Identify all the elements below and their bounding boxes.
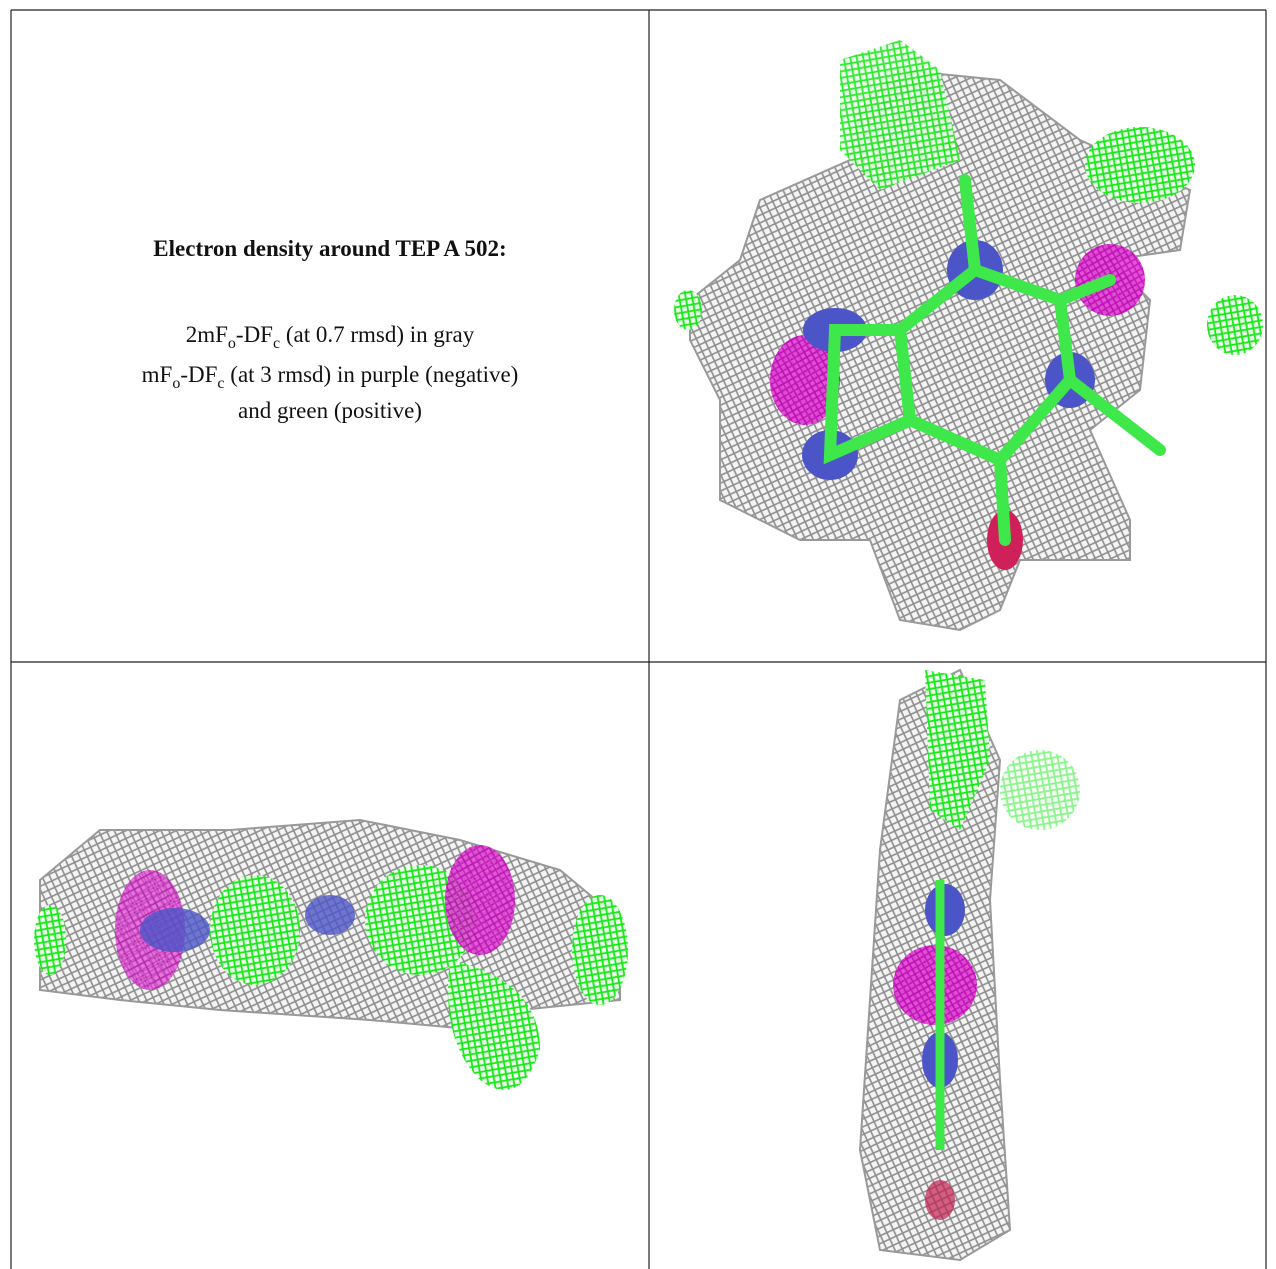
density-edge-view xyxy=(860,670,1080,1260)
subscript: c xyxy=(217,375,224,392)
figure-table: Electron density around TEP A 502: 2mFo-… xyxy=(0,0,1276,1269)
text: -DF xyxy=(236,322,273,347)
text: (at 0.7 rmsd) in gray xyxy=(280,322,475,347)
caption-line: and green (positive) xyxy=(238,398,422,423)
caption-line: mFo-DFc (at 3 rmsd) in purple (negative) xyxy=(142,362,519,392)
text: 2mF xyxy=(186,322,228,347)
text: (at 3 rmsd) in purple (negative) xyxy=(225,362,519,387)
caption-line: 2mFo-DFc (at 0.7 rmsd) in gray xyxy=(186,322,475,352)
subscript: o xyxy=(172,375,180,392)
text: mF xyxy=(142,362,173,387)
density-top-view xyxy=(674,40,1263,630)
text: -DF xyxy=(180,362,217,387)
density-side-view xyxy=(34,820,628,1090)
caption: Electron density around TEP A 502: 2mFo-… xyxy=(142,236,519,423)
caption-title: Electron density around TEP A 502: xyxy=(153,236,506,261)
page: {"caption": { "title": "Electron density… xyxy=(0,0,1276,1269)
subscript: c xyxy=(273,335,280,352)
subscript: o xyxy=(228,335,236,352)
